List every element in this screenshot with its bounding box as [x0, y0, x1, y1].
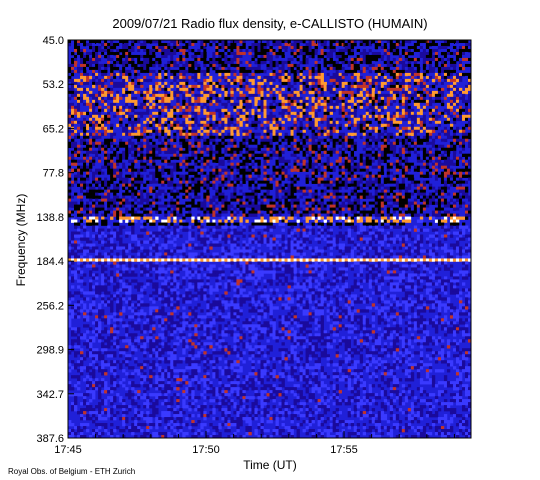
y-tick-label: 387.6 — [36, 433, 64, 445]
x-axis-label: Time (UT) — [243, 458, 297, 472]
x-axis: 17:45 17:50 17:55 — [54, 40, 455, 456]
y-tick-label: 45.0 — [43, 35, 64, 47]
y-tick-label: 53.2 — [43, 79, 64, 91]
y-axis-label: Frequency (MHz) — [14, 194, 28, 287]
y-axis: 45.0 53.2 65.2 77.8 138.8 184.4 256.2 298.9 342.… — [36, 35, 74, 445]
y-tick-label: 138.8 — [36, 212, 64, 224]
credit-text: Royal Obs. of Belgium - ETH Zurich — [8, 467, 136, 476]
y-tick-label: 77.8 — [43, 168, 64, 180]
y-tick-label: 65.2 — [43, 123, 64, 135]
x-tick-label: 17:50 — [192, 444, 220, 456]
chart-title: 2009/07/21 Radio flux density, e-CALLIST… — [112, 16, 428, 31]
x-tick-label: 17:55 — [330, 444, 358, 456]
y-tick-label: 256.2 — [36, 300, 64, 312]
y-tick-label: 342.7 — [36, 389, 64, 401]
y-tick-label: 184.4 — [36, 256, 64, 268]
x-tick-label: 17:45 — [54, 444, 82, 456]
spectrogram-heatmap — [68, 40, 472, 439]
y-tick-label: 298.9 — [36, 345, 64, 357]
plot-frame — [67, 39, 472, 439]
